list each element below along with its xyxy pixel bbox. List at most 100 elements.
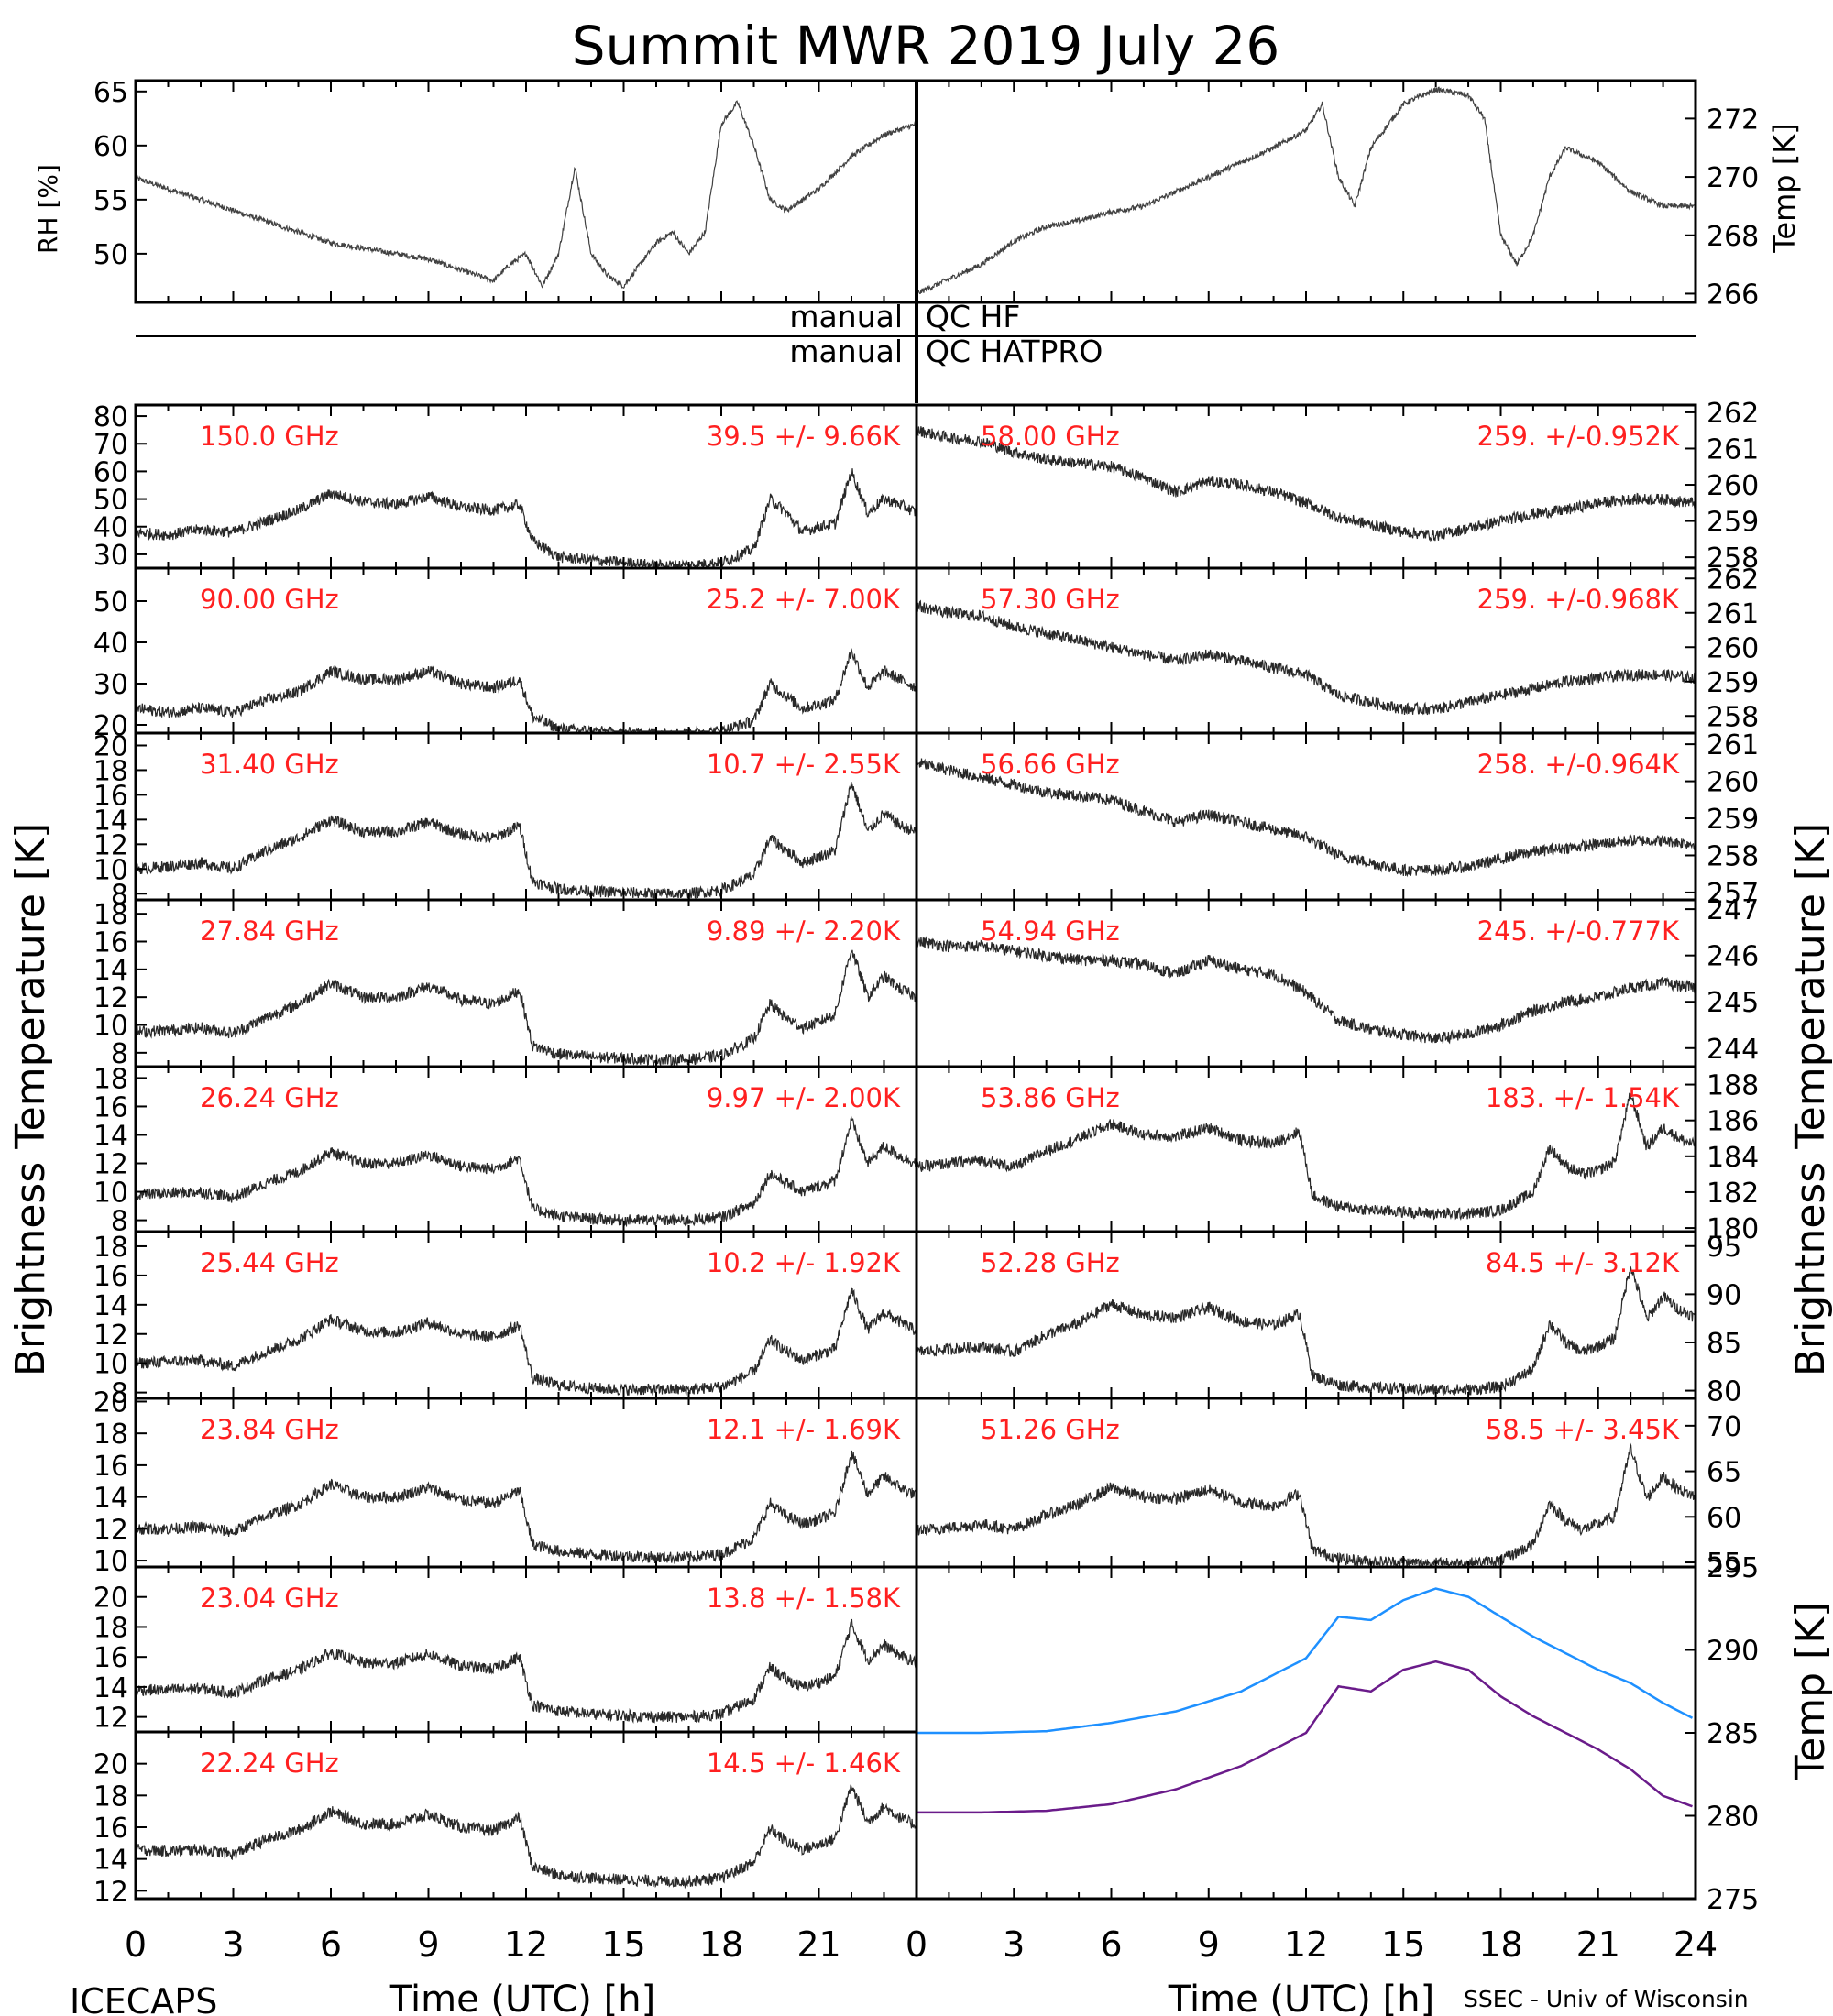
y-tick-label: 14 [93,1672,128,1704]
y-tick-label: 20 [93,1583,128,1615]
y-tick-label: 14 [93,1290,128,1322]
y-tick-label: 60 [93,456,128,488]
channel-label: 27.84 GHz [200,915,339,947]
data-trace [135,1618,916,1724]
y-tick-label: 55 [1707,1548,1741,1580]
channel-stats: 183. +/- 1.54K [1486,1082,1680,1113]
channel-stats: 13.8 +/- 1.58K [707,1583,901,1614]
x-axis-label-right: Time (UTC) [h] [1168,1978,1434,2016]
data-trace [916,1441,1696,1568]
y-tick-label: 65 [1707,1457,1741,1489]
y-tick-label: 244 [1707,1034,1759,1066]
y-tick-label: 18 [93,1780,128,1813]
y-tick-label: 275 [1707,1884,1759,1916]
data-trace [135,1450,916,1564]
y-tick-label: 18 [93,1063,128,1095]
temp-axis-label: Temp [K] [1767,123,1802,253]
y-tick-label: 262 [1707,398,1759,430]
y-axis-label-left: Brightness Temperature [K] [7,823,54,1376]
y-tick-label: 260 [1707,767,1759,799]
channel-label: 54.94 GHz [981,915,1120,947]
qc-label-left-2: manual [789,334,903,369]
y-tick-label: 90 [1707,1279,1741,1311]
x-tick-label: 9 [1198,1924,1220,1965]
x-tick-label: 18 [699,1924,743,1965]
y-tick-label: 272 [1707,104,1759,136]
data-trace [916,599,1696,716]
x-tick-label: 15 [1381,1924,1425,1965]
y-tick-label: 246 [1707,941,1759,973]
channel-label: 57.30 GHz [981,584,1120,615]
chart-title: Summit MWR 2019 July 26 [572,15,1280,77]
qc-label-left-1: manual [789,299,903,334]
x-tick-label: 0 [125,1924,147,1965]
channel-stats: 14.5 +/- 1.46K [707,1748,901,1779]
channel-label: 56.66 GHz [981,749,1120,780]
channel-stats: 9.89 +/- 2.20K [707,915,901,947]
y-tick-label: 40 [93,512,128,544]
channel-label: 23.04 GHz [200,1583,339,1614]
y-tick-label: 14 [93,1845,128,1877]
channel-label: 22.24 GHz [200,1748,339,1779]
x-tick-label: 12 [504,1924,548,1965]
y-tick-label: 50 [93,239,128,271]
channel-stats: 10.7 +/- 2.55K [707,749,901,780]
y-tick-label: 85 [1707,1328,1741,1360]
y-tick-label: 290 [1707,1636,1759,1668]
series-1 [916,1660,1693,1814]
data-trace [916,426,1696,542]
plot-frame [134,79,918,304]
panel-ch-90.00: 20 30 40 50 90.00 GHz 25.2 +/- 7.00K [93,566,918,742]
data-trace [135,648,916,734]
y-tick-label: 14 [93,1483,128,1515]
y-tick-label: 8 [111,1206,128,1238]
y-tick-label: 30 [93,540,128,572]
y-tick-label: 10 [93,1349,128,1381]
y-tick-label: 12 [93,982,128,1014]
y-tick-label: 60 [93,131,128,163]
channel-stats: 84.5 +/- 3.12K [1486,1247,1680,1278]
data-trace [135,781,916,900]
channel-stats: 25.2 +/- 7.00K [707,584,901,615]
y-tick-label: 16 [93,1261,128,1293]
y-tick-label: 95 [1707,1232,1741,1264]
y-tick-label: 8 [111,1038,128,1070]
y-tick-label: 285 [1707,1718,1759,1750]
channel-label: 53.86 GHz [981,1082,1120,1113]
x-tick-label: 24 [1674,1924,1718,1965]
y-tick-label: 80 [93,401,128,433]
y-tick-label: 16 [93,780,128,812]
panel-ch-51.26: 55 60 65 70 51.26 GHz 58.5 +/- 3.45K [915,1397,1741,1580]
x-tick-label: 15 [601,1924,645,1965]
channel-stats: 58.5 +/- 3.45K [1486,1414,1680,1445]
y-tick-label: 12 [93,1320,128,1352]
panel-met-temp: 266 268 270 272 [915,79,1759,311]
x-axis-label-left: Time (UTC) [h] [389,1978,655,2016]
y-tick-label: 50 [93,485,128,517]
channel-label: 90.00 GHz [200,584,339,615]
y-tick-label: 10 [93,1178,128,1210]
channel-stats: 10.2 +/- 1.92K [707,1247,901,1278]
y-tick-label: 18 [93,755,128,787]
y-axis-label-right: Brightness Temperature [K] [1787,823,1833,1376]
channel-label: 26.24 GHz [200,1082,339,1113]
y-tick-label: 18 [93,1612,128,1644]
y-tick-label: 55 [93,185,128,217]
channel-stats: 259. +/-0.968K [1477,584,1680,615]
y-tick-label: 260 [1707,470,1759,502]
panel-ch-56.66: 257 258 259 260 261 56.66 GHz 258. +/-0.964K [915,729,1759,910]
channel-label: 52.28 GHz [981,1247,1120,1278]
y-tick-label: 20 [93,1749,128,1781]
qc-label-right-1: QC HF [926,299,1020,334]
x-tick-label: 6 [1100,1924,1122,1965]
y-tick-label: 18 [93,899,128,931]
y-tick-label: 266 [1707,279,1759,311]
y-tick-label: 184 [1707,1142,1759,1174]
